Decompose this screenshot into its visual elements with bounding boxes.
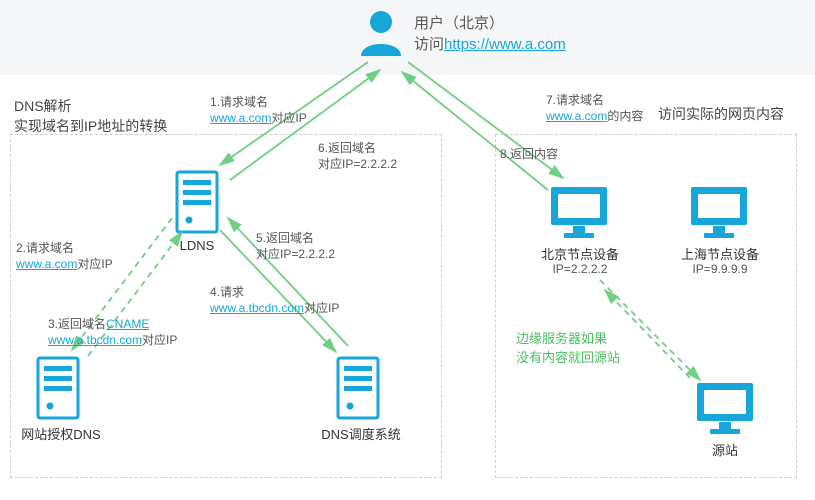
shanghai-ip: IP=9.9.9.9 [674,262,766,276]
step5-label: 5.返回域名 对应IP=2.2.2.2 [256,230,376,262]
user-line1: 用户（北京） [414,12,504,33]
dns-panel-title: DNS解析 实现域名到IP地址的转换 [14,96,167,136]
step6-label: 6.返回域名 对应IP=2.2.2.2 [318,140,428,172]
origin-label: 源站 [692,440,758,459]
step3-label: 3.返回域名CNAME www.a.tbcdn.com对应IP [48,316,218,348]
step2-link[interactable]: www.a.com [16,257,77,271]
beijing-name: 北京节点设备 [534,244,626,263]
beijing-ip: IP=2.2.2.2 [534,262,626,276]
edge-note-line1: 边缘服务器如果 [516,328,620,347]
step7-link[interactable]: www.a.com [546,109,607,123]
beijing-icon [548,184,610,240]
origin-icon [694,380,756,436]
user-url-link[interactable]: https://www.a.com [444,36,566,53]
step3-link[interactable]: www.a.tbcdn.com [48,333,142,347]
shanghai-icon [688,184,750,240]
dnssched-icon [336,356,380,420]
dns-title-line1: DNS解析 [14,96,167,116]
authdns-label: 网站授权DNS [18,424,104,443]
step4-link[interactable]: www.a.tbcdn.com [210,301,304,315]
dnssched-label: DNS调度系统 [306,424,416,443]
step4-label: 4.请求 www.a.tbcdn.com对应IP [210,284,370,316]
step8-label: 8.返回内容 [500,146,590,162]
dns-title-line2: 实现域名到IP地址的转换 [14,116,167,136]
authdns-icon [36,356,80,420]
top-band [0,0,815,75]
step1-label: 1.请求域名 www.a.com对应IP [210,94,340,126]
user-line2-prefix: 访问 [414,36,444,53]
user-line2: 访问https://www.a.com [414,33,566,54]
step1-link[interactable]: www.a.com [210,111,271,125]
shanghai-name: 上海节点设备 [674,244,766,263]
edge-note-line2: 没有内容就回源站 [516,347,620,366]
step3-cname[interactable]: CNAME [106,317,149,331]
edge-note: 边缘服务器如果 没有内容就回源站 [516,328,620,366]
user-icon [358,8,404,56]
ldns-icon [175,170,219,234]
step2-label: 2.请求域名 www.a.com对应IP [16,240,136,272]
ldns-label: LDNS [160,238,234,253]
step7-label: 7.请求域名 www.a.com的内容 [546,92,686,124]
